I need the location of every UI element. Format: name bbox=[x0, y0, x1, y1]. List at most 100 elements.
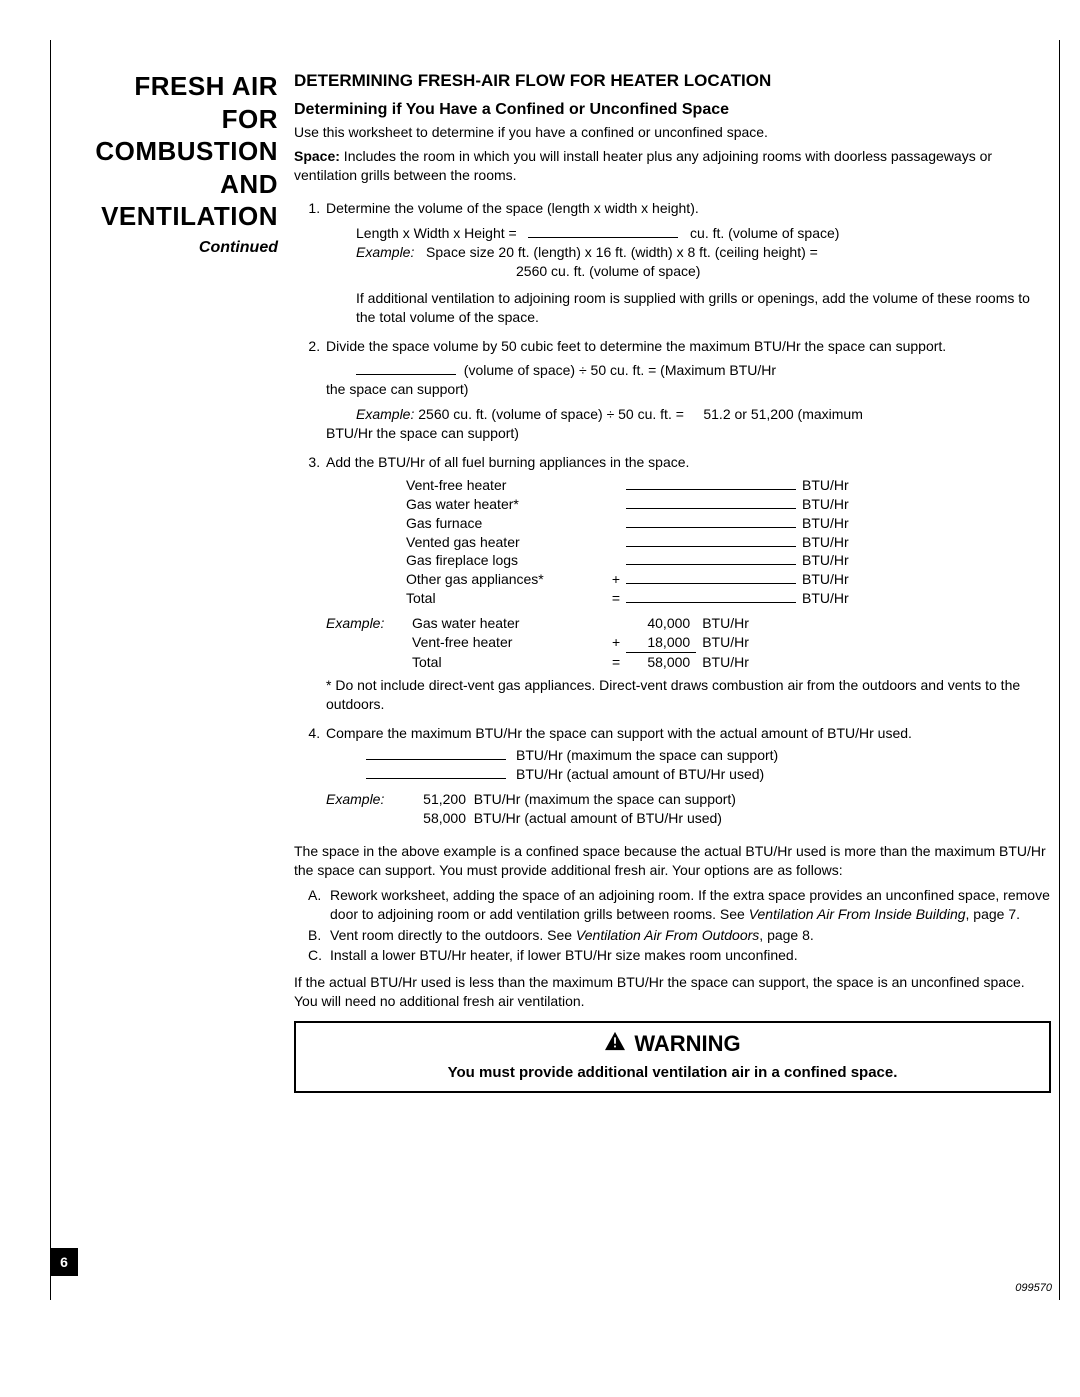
blank-line bbox=[366, 765, 506, 779]
intro-text: Use this worksheet to determine if you h… bbox=[294, 123, 1051, 142]
value: 40,000 bbox=[626, 614, 696, 633]
appliance-row: Gas furnaceBTU/Hr bbox=[406, 514, 1051, 533]
warning-icon bbox=[604, 1029, 626, 1059]
unit: BTU/Hr bbox=[696, 633, 755, 652]
unit: BTU/Hr bbox=[796, 570, 849, 589]
appliance-name: Gas water heater bbox=[406, 614, 606, 633]
page-number-badge: 6 bbox=[50, 1248, 78, 1276]
option-text: Install a lower BTU/Hr heater, if lower … bbox=[330, 946, 798, 965]
table-row: Vent-free heater + 18,000 BTU/Hr bbox=[406, 633, 755, 652]
operator bbox=[606, 614, 626, 633]
step-2: Divide the space volume by 50 cubic feet… bbox=[324, 337, 1051, 443]
content-frame: FRESH AIR FOR COMBUSTION AND VENTILATION… bbox=[50, 40, 1060, 1300]
option-b: B. Vent room directly to the outdoors. S… bbox=[308, 926, 1051, 945]
space-definition: Space: Includes the room in which you wi… bbox=[294, 147, 1051, 185]
step-2-formula-c: the space can support) bbox=[326, 380, 1051, 399]
example-1-text: Space size 20 ft. (length) x 16 ft. (wid… bbox=[426, 244, 818, 260]
options-list: A. Rework worksheet, adding the space of… bbox=[308, 886, 1051, 966]
blank-line bbox=[528, 224, 678, 238]
step-1-example: Example: Space size 20 ft. (length) x 16… bbox=[356, 243, 1051, 262]
operator: = bbox=[606, 652, 626, 671]
table-row-total: Total = 58,000 BTU/Hr bbox=[406, 652, 755, 671]
compare-row: BTU/Hr (actual amount of BTU/Hr used) bbox=[366, 765, 1051, 784]
blank-line bbox=[626, 514, 796, 528]
compare-label: BTU/Hr (maximum the space can support) bbox=[506, 746, 778, 765]
subsection-heading: Determining if You Have a Confined or Un… bbox=[294, 99, 1051, 121]
warning-heading: WARNING bbox=[604, 1029, 740, 1059]
sidebar-title: FRESH AIR FOR COMBUSTION AND VENTILATION bbox=[61, 70, 278, 233]
warning-box: WARNING You must provide additional vent… bbox=[294, 1021, 1051, 1093]
lwh-label: Length x Width x Height = bbox=[356, 225, 517, 241]
step-2-formula: (volume of space) ÷ 50 cu. ft. = (Maximu… bbox=[356, 361, 1051, 380]
appliance-name: Gas furnace bbox=[406, 514, 606, 533]
example-label: Example: bbox=[356, 406, 414, 422]
example-label: Example: bbox=[326, 790, 406, 828]
appliance-row: Gas water heater*BTU/Hr bbox=[406, 495, 1051, 514]
step-2-ex-b: 51.2 or 51,200 (maximum bbox=[703, 406, 863, 422]
step-3-example: Example: Gas water heater 40,000 BTU/Hr … bbox=[326, 614, 1051, 672]
option-a-ref: Ventilation Air From Inside Building bbox=[749, 906, 966, 922]
unit: BTU/Hr bbox=[796, 476, 849, 495]
sidebar: FRESH AIR FOR COMBUSTION AND VENTILATION… bbox=[61, 40, 286, 1300]
appliance-row-total: Total=BTU/Hr bbox=[406, 589, 1051, 608]
operator: + bbox=[606, 570, 626, 589]
operator: + bbox=[606, 633, 626, 652]
unit: BTU/Hr bbox=[796, 589, 849, 608]
confined-explanation: The space in the above example is a conf… bbox=[294, 842, 1051, 880]
option-b-text-2: , page 8. bbox=[759, 927, 814, 943]
example-label: Example: bbox=[326, 614, 406, 672]
step-2-example: Example: 2560 cu. ft. (volume of space) … bbox=[356, 405, 1051, 424]
blank-line bbox=[626, 589, 796, 603]
table-row: Gas water heater 40,000 BTU/Hr bbox=[406, 614, 755, 633]
blank-line bbox=[626, 551, 796, 565]
value: 58,000 bbox=[626, 652, 696, 671]
lwh-unit: cu. ft. (volume of space) bbox=[690, 225, 839, 241]
step-1-formula: Length x Width x Height = cu. ft. (volum… bbox=[356, 224, 1051, 243]
sidebar-title-line: AND bbox=[220, 169, 278, 199]
compare-label: BTU/Hr (actual amount of BTU/Hr used) bbox=[506, 765, 764, 784]
appliance-name: Vent-free heater bbox=[406, 476, 606, 495]
appliance-name: Gas fireplace logs bbox=[406, 551, 606, 570]
page-number: 6 bbox=[60, 1253, 68, 1272]
step-2-formula-a: (volume of space) bbox=[464, 362, 575, 378]
option-text: Vent room directly to the outdoors. See … bbox=[330, 926, 814, 945]
appliance-row: Other gas appliances*+ BTU/Hr bbox=[406, 570, 1051, 589]
sidebar-title-line: FRESH AIR bbox=[134, 71, 278, 101]
marker: A. bbox=[308, 886, 330, 924]
option-c: C. Install a lower BTU/Hr heater, if low… bbox=[308, 946, 1051, 965]
direct-vent-note: * Do not include direct-vent gas applian… bbox=[326, 676, 1051, 714]
value: 51,200 bbox=[406, 790, 466, 809]
sidebar-title-line: COMBUSTION bbox=[95, 136, 278, 166]
step-3-text: Add the BTU/Hr of all fuel burning appli… bbox=[326, 454, 689, 470]
unit: BTU/Hr bbox=[696, 614, 755, 633]
appliance-name: Total bbox=[406, 589, 606, 608]
step-4-text: Compare the maximum BTU/Hr the space can… bbox=[326, 725, 912, 741]
document-page: FRESH AIR FOR COMBUSTION AND VENTILATION… bbox=[0, 0, 1080, 1320]
warning-text: You must provide additional ventilation … bbox=[306, 1063, 1039, 1083]
value: 18,000 bbox=[626, 633, 696, 652]
space-text: Includes the room in which you will inst… bbox=[294, 148, 992, 183]
appliance-name: Other gas appliances* bbox=[406, 570, 606, 589]
unconfined-explanation: If the actual BTU/Hr used is less than t… bbox=[294, 973, 1051, 1011]
space-lead: Space: bbox=[294, 148, 340, 164]
blank-line bbox=[366, 746, 506, 760]
step-2-ex-a: 2560 cu. ft. (volume of space) ÷ 50 cu. … bbox=[418, 406, 684, 422]
example-label: Example: bbox=[356, 244, 414, 260]
compare-label: BTU/Hr (actual amount of BTU/Hr used) bbox=[474, 810, 722, 826]
blank-line bbox=[626, 476, 796, 490]
continued-label: Continued bbox=[61, 237, 278, 259]
option-b-ref: Ventilation Air From Outdoors bbox=[576, 927, 759, 943]
blank-line bbox=[626, 495, 796, 509]
step-2-ex-c: BTU/Hr the space can support) bbox=[326, 424, 1051, 443]
step-2-text: Divide the space volume by 50 cubic feet… bbox=[326, 338, 946, 354]
step-4: Compare the maximum BTU/Hr the space can… bbox=[324, 724, 1051, 828]
option-a: A. Rework worksheet, adding the space of… bbox=[308, 886, 1051, 924]
appliance-row: Vented gas heaterBTU/Hr bbox=[406, 533, 1051, 552]
example-compare-rows: 51,200 BTU/Hr (maximum the space can sup… bbox=[406, 790, 736, 828]
sidebar-title-line: VENTILATION bbox=[101, 201, 278, 231]
unit: BTU/Hr bbox=[796, 495, 849, 514]
warning-label: WARNING bbox=[634, 1029, 740, 1059]
step-4-example: Example: 51,200 BTU/Hr (maximum the spac… bbox=[326, 790, 1051, 828]
appliance-name: Total bbox=[406, 652, 606, 671]
compare-row: BTU/Hr (maximum the space can support) bbox=[366, 746, 1051, 765]
